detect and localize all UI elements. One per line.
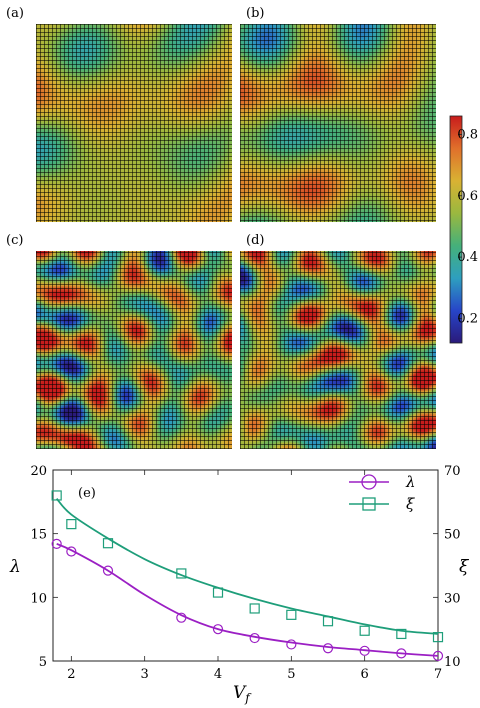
- legend-marker-lambda: [361, 474, 377, 490]
- point-xi: [359, 625, 370, 636]
- point-lambda: [432, 650, 444, 662]
- y-axis-right-title: ξ: [459, 557, 470, 577]
- y-left-tick-label: 10: [30, 591, 47, 606]
- colorbar-tick-label: 0.2: [457, 311, 478, 326]
- chart-panel-label: (e): [78, 486, 96, 501]
- point-xi: [286, 609, 297, 620]
- panel-label-a: (a): [6, 6, 24, 21]
- point-xi: [51, 490, 62, 501]
- legend-marker-xi: [362, 497, 376, 511]
- panel-label-c: (c): [6, 233, 23, 248]
- x-axis-title: Vf: [233, 683, 252, 705]
- legend-label-lambda: λ: [405, 473, 416, 491]
- point-xi: [102, 538, 114, 549]
- point-lambda: [212, 624, 224, 635]
- point-lambda: [66, 546, 77, 557]
- point-lambda: [286, 639, 297, 650]
- point-xi: [322, 616, 334, 627]
- point-xi: [432, 632, 444, 643]
- y-right-tick-label: 50: [444, 528, 461, 543]
- y-axis-left-title: λ: [9, 557, 21, 577]
- point-lambda: [359, 645, 370, 656]
- colorbar-tick-label: 0.6: [457, 189, 478, 204]
- plot-frame: [52, 469, 439, 662]
- colorbar: 0.8 0.6 0.4 0.2: [449, 115, 478, 344]
- x-tick-label: 3: [141, 667, 149, 682]
- colorbar-tick-label: 0.4: [457, 250, 478, 265]
- point-xi: [249, 603, 260, 614]
- colorbar-gradient: [449, 115, 463, 344]
- point-lambda: [249, 632, 260, 644]
- panel-a: (a): [6, 6, 232, 222]
- point-xi: [66, 519, 77, 530]
- x-tick-label: 2: [67, 667, 75, 682]
- fit-curve-lambda: [56, 543, 439, 657]
- legend: λ ξ: [349, 473, 416, 513]
- fit-curve-xi: [55, 498, 439, 635]
- legend-label-xi: ξ: [406, 495, 415, 513]
- x-tick-label: 5: [287, 667, 295, 682]
- point-lambda: [102, 565, 114, 576]
- panel-b: (b): [240, 6, 436, 222]
- x-axis-title-subscript: f: [244, 691, 252, 705]
- y-left-tick-label: 15: [30, 528, 47, 543]
- panel-d: (d): [240, 233, 436, 449]
- colorbar-tick-label: 0.8: [457, 127, 478, 142]
- chart-e: (e) 2 3 4 5 6 7 5 10 15 20 10 30 50 70 λ ξ Vf λ ξ: [9, 464, 470, 705]
- y-left-tick-label: 5: [39, 655, 47, 670]
- x-tick-label: 7: [434, 667, 442, 682]
- y-right-tick-label: 10: [444, 655, 461, 670]
- x-tick-label: 4: [214, 667, 222, 682]
- point-lambda: [322, 643, 334, 654]
- point-lambda: [176, 612, 187, 623]
- y-right-tick-label: 70: [444, 464, 461, 479]
- point-lambda: [51, 538, 62, 549]
- panel-label-b: (b): [246, 6, 264, 21]
- x-tick-label: 6: [361, 667, 369, 682]
- point-xi: [176, 568, 187, 579]
- panel-c: (c): [6, 233, 232, 449]
- panel-label-d: (d): [246, 233, 264, 248]
- point-xi: [396, 628, 407, 640]
- point-lambda: [396, 648, 407, 659]
- point-xi: [212, 587, 224, 598]
- y-right-tick-label: 30: [444, 591, 461, 606]
- y-left-tick-label: 20: [30, 464, 47, 479]
